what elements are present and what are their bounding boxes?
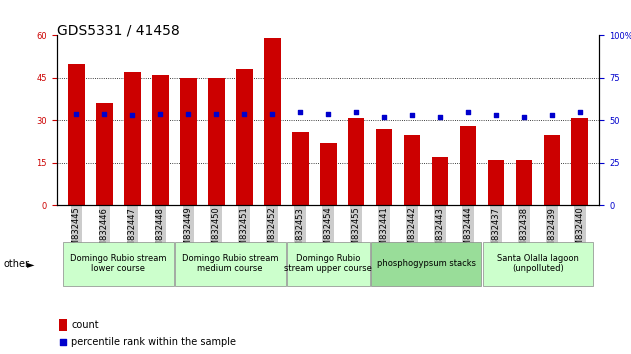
Point [547,113,557,118]
Point [463,109,473,115]
Point [519,114,529,120]
Bar [516,160,533,205]
Bar [124,72,141,205]
Bar [152,75,168,205]
Point [211,111,221,116]
Bar [68,64,85,205]
Bar [59,319,67,331]
Text: percentile rank within the sample: percentile rank within the sample [71,337,236,347]
FancyBboxPatch shape [370,242,481,286]
Bar [348,118,365,205]
Point [491,113,501,118]
Point [379,114,389,120]
Bar [404,135,420,205]
Text: Domingo Rubio
stream upper course: Domingo Rubio stream upper course [284,254,372,273]
Bar [432,157,449,205]
Point [323,111,333,116]
FancyBboxPatch shape [483,242,593,286]
Point [575,109,585,115]
Text: ►: ► [27,259,34,269]
Text: count: count [71,320,99,330]
Point [99,111,109,116]
Point [71,111,81,116]
Text: GDS5331 / 41458: GDS5331 / 41458 [57,23,180,37]
Point [239,111,249,116]
Bar [292,132,309,205]
FancyBboxPatch shape [286,242,370,286]
Text: other: other [3,259,29,269]
Point [183,111,193,116]
Bar [236,69,252,205]
Bar [320,143,336,205]
Point [295,109,305,115]
Point [435,114,445,120]
Text: Domingo Rubio stream
medium course: Domingo Rubio stream medium course [182,254,278,273]
Point [407,113,417,118]
Bar [459,126,476,205]
Bar [208,78,225,205]
Bar [180,78,197,205]
Point [155,111,165,116]
Bar [572,118,588,205]
Bar [543,135,560,205]
Bar [96,103,113,205]
Bar [488,160,504,205]
FancyBboxPatch shape [175,242,286,286]
FancyBboxPatch shape [63,242,174,286]
Point [127,113,138,118]
Point [58,339,68,344]
Bar [264,38,281,205]
Text: Santa Olalla lagoon
(unpolluted): Santa Olalla lagoon (unpolluted) [497,254,579,273]
Text: Domingo Rubio stream
lower course: Domingo Rubio stream lower course [70,254,167,273]
Point [267,111,277,116]
Point [351,109,361,115]
Text: phosphogypsum stacks: phosphogypsum stacks [377,259,476,268]
Bar [375,129,392,205]
